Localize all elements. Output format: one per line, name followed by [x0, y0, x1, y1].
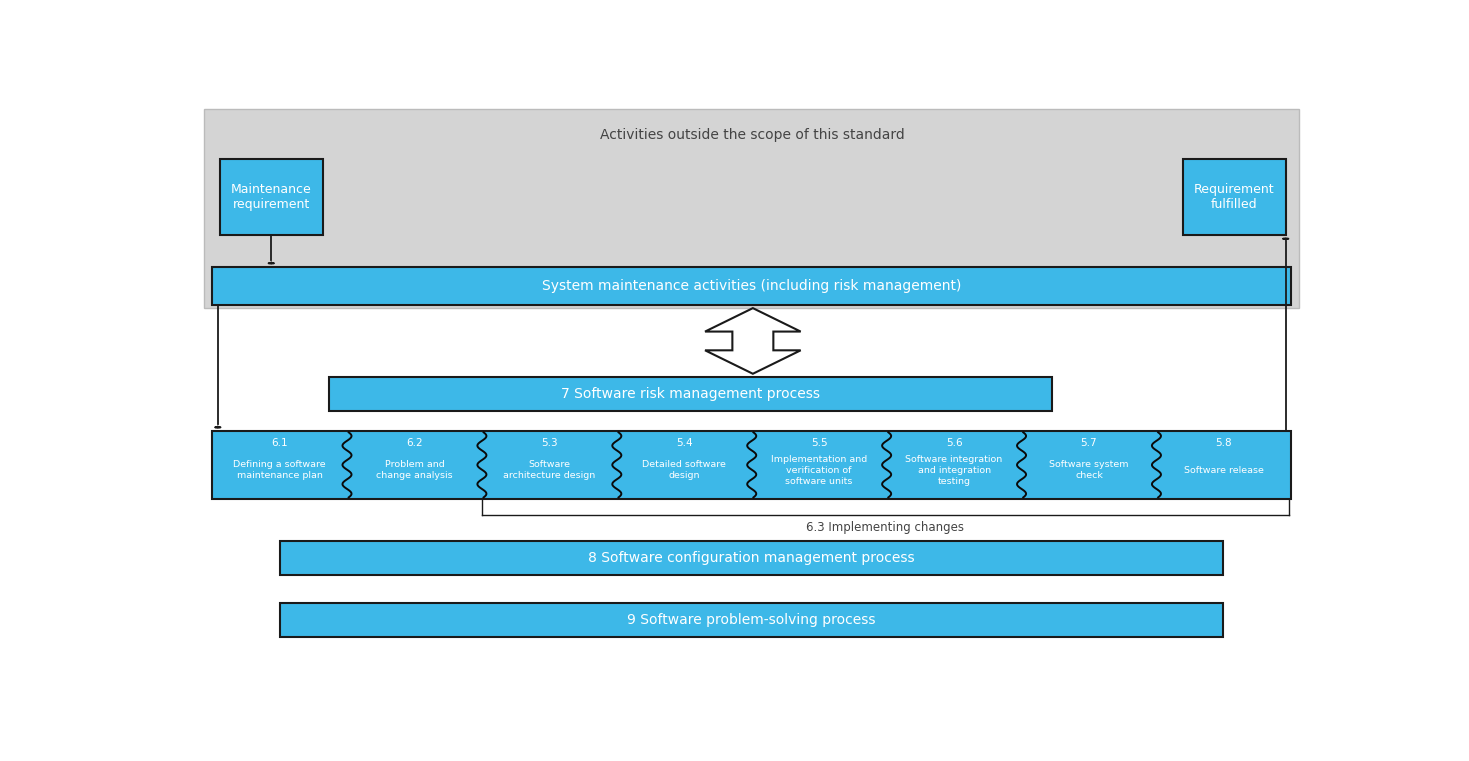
Text: Software system
check: Software system check: [1049, 460, 1128, 480]
Text: 6.1: 6.1: [272, 438, 288, 448]
Text: System maintenance activities (including risk management): System maintenance activities (including…: [542, 279, 961, 293]
Text: Problem and
change analysis: Problem and change analysis: [376, 460, 452, 480]
Text: Requirement
fulfilled: Requirement fulfilled: [1194, 183, 1275, 211]
Text: Software integration
and integration
testing: Software integration and integration tes…: [905, 454, 1003, 486]
Bar: [204, 109, 1299, 308]
Text: 5.8: 5.8: [1215, 438, 1232, 448]
Text: 5.6: 5.6: [946, 438, 962, 448]
Text: 7 Software risk management process: 7 Software risk management process: [561, 387, 820, 401]
Text: 6.3 Implementing changes: 6.3 Implementing changes: [806, 521, 965, 534]
Text: Software release: Software release: [1184, 466, 1263, 475]
Bar: [281, 541, 1224, 575]
Text: Implementation and
verification of
software units: Implementation and verification of softw…: [771, 454, 867, 486]
Polygon shape: [705, 308, 801, 374]
Bar: [220, 159, 323, 235]
Text: Defining a software
maintenance plan: Defining a software maintenance plan: [234, 460, 326, 480]
Bar: [281, 603, 1224, 638]
Text: 5.3: 5.3: [541, 438, 558, 448]
Text: 5.4: 5.4: [676, 438, 692, 448]
Text: 5.5: 5.5: [811, 438, 827, 448]
Text: 8 Software configuration management process: 8 Software configuration management proc…: [589, 551, 915, 565]
Text: Detailed software
design: Detailed software design: [642, 460, 726, 480]
Text: Maintenance
requirement: Maintenance requirement: [231, 183, 311, 211]
Text: 9 Software problem-solving process: 9 Software problem-solving process: [627, 613, 876, 628]
Bar: [329, 377, 1052, 411]
Text: Activities outside the scope of this standard: Activities outside the scope of this sta…: [601, 129, 905, 142]
Text: 6.2: 6.2: [405, 438, 423, 448]
Bar: [212, 267, 1291, 305]
Bar: [212, 431, 1291, 498]
Text: 5.7: 5.7: [1081, 438, 1097, 448]
Text: Software
architecture design: Software architecture design: [504, 460, 595, 480]
Bar: [1183, 159, 1285, 235]
